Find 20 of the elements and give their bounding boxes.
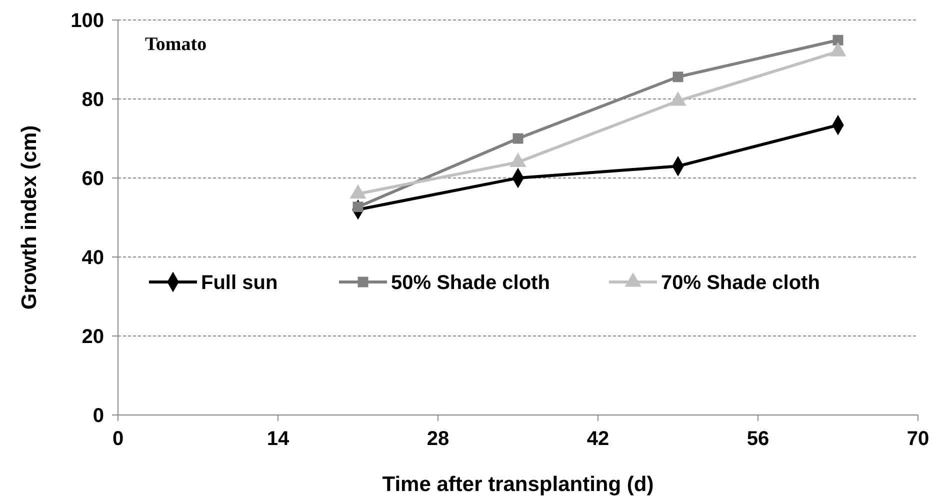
point — [512, 133, 524, 144]
x-tick-label: 56 — [746, 428, 770, 450]
y-axis-title: Growth index (cm) — [18, 125, 41, 310]
x-tick-label: 28 — [426, 428, 450, 450]
y-tick-label: 60 — [82, 168, 104, 190]
x-tick-label: 14 — [266, 428, 290, 450]
annotation: Tomato — [145, 34, 207, 55]
x-tick-label: 70 — [906, 428, 930, 450]
legend-label: 50% Shade cloth — [391, 272, 550, 294]
x-tick-label: 0 — [112, 428, 124, 450]
y-tick-label: 0 — [92, 405, 104, 427]
y-tick-label: 20 — [82, 326, 104, 348]
y-tick-label: 40 — [82, 247, 104, 269]
y-tick-label: 80 — [82, 89, 104, 111]
x-axis-title: Time after transplanting (d) — [382, 473, 654, 496]
y-tick-label: 100 — [70, 10, 104, 32]
legend-label: Full sun — [201, 272, 278, 294]
x-tick-label: 42 — [586, 428, 610, 450]
point — [672, 72, 684, 82]
legend-label: 70% Shade cloth — [661, 272, 820, 294]
